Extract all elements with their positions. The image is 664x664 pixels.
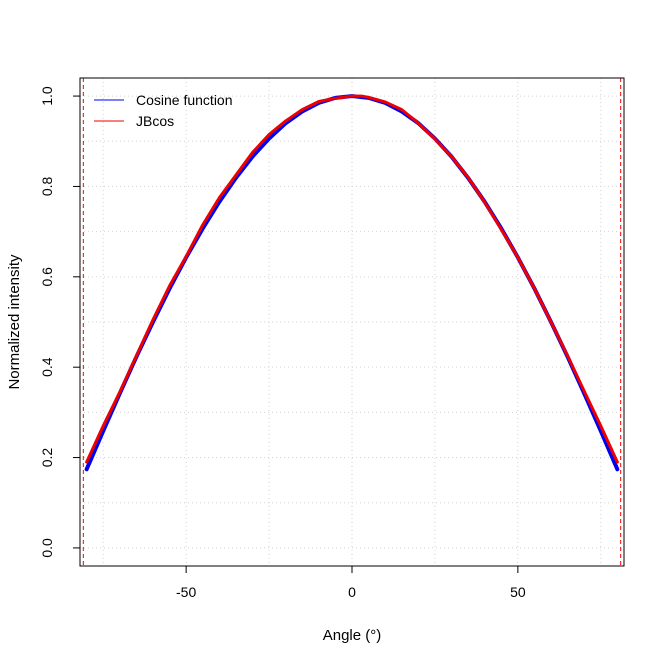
- series-line-2: [85, 94, 619, 464]
- legend-label: JBcos: [136, 113, 174, 129]
- legend: Cosine function JBcos: [94, 92, 233, 129]
- grid: [80, 78, 624, 566]
- y-tick-label: 0.2: [39, 448, 55, 468]
- x-axis-title: Angle (°): [323, 627, 382, 644]
- y-tick-label: 0.6: [39, 267, 55, 287]
- y-tick-label: 0.4: [39, 357, 55, 377]
- y-tick-label: 0.0: [39, 538, 55, 558]
- y-tick-label: 0.8: [39, 177, 55, 197]
- x-tick-label: -50: [176, 584, 196, 600]
- x-axis: -50 0 50: [176, 566, 526, 600]
- legend-label: Cosine function: [136, 92, 233, 108]
- reference-lines: [82, 78, 622, 566]
- x-tick-label: 0: [348, 584, 356, 600]
- y-tick-label: 1.0: [39, 86, 55, 106]
- y-axis: 0.0 0.2 0.4 0.6 0.8 1.0: [39, 86, 80, 558]
- series-lines: [84, 94, 620, 472]
- y-axis-title: Normalized intensity: [6, 254, 23, 390]
- x-tick-label: 50: [510, 584, 526, 600]
